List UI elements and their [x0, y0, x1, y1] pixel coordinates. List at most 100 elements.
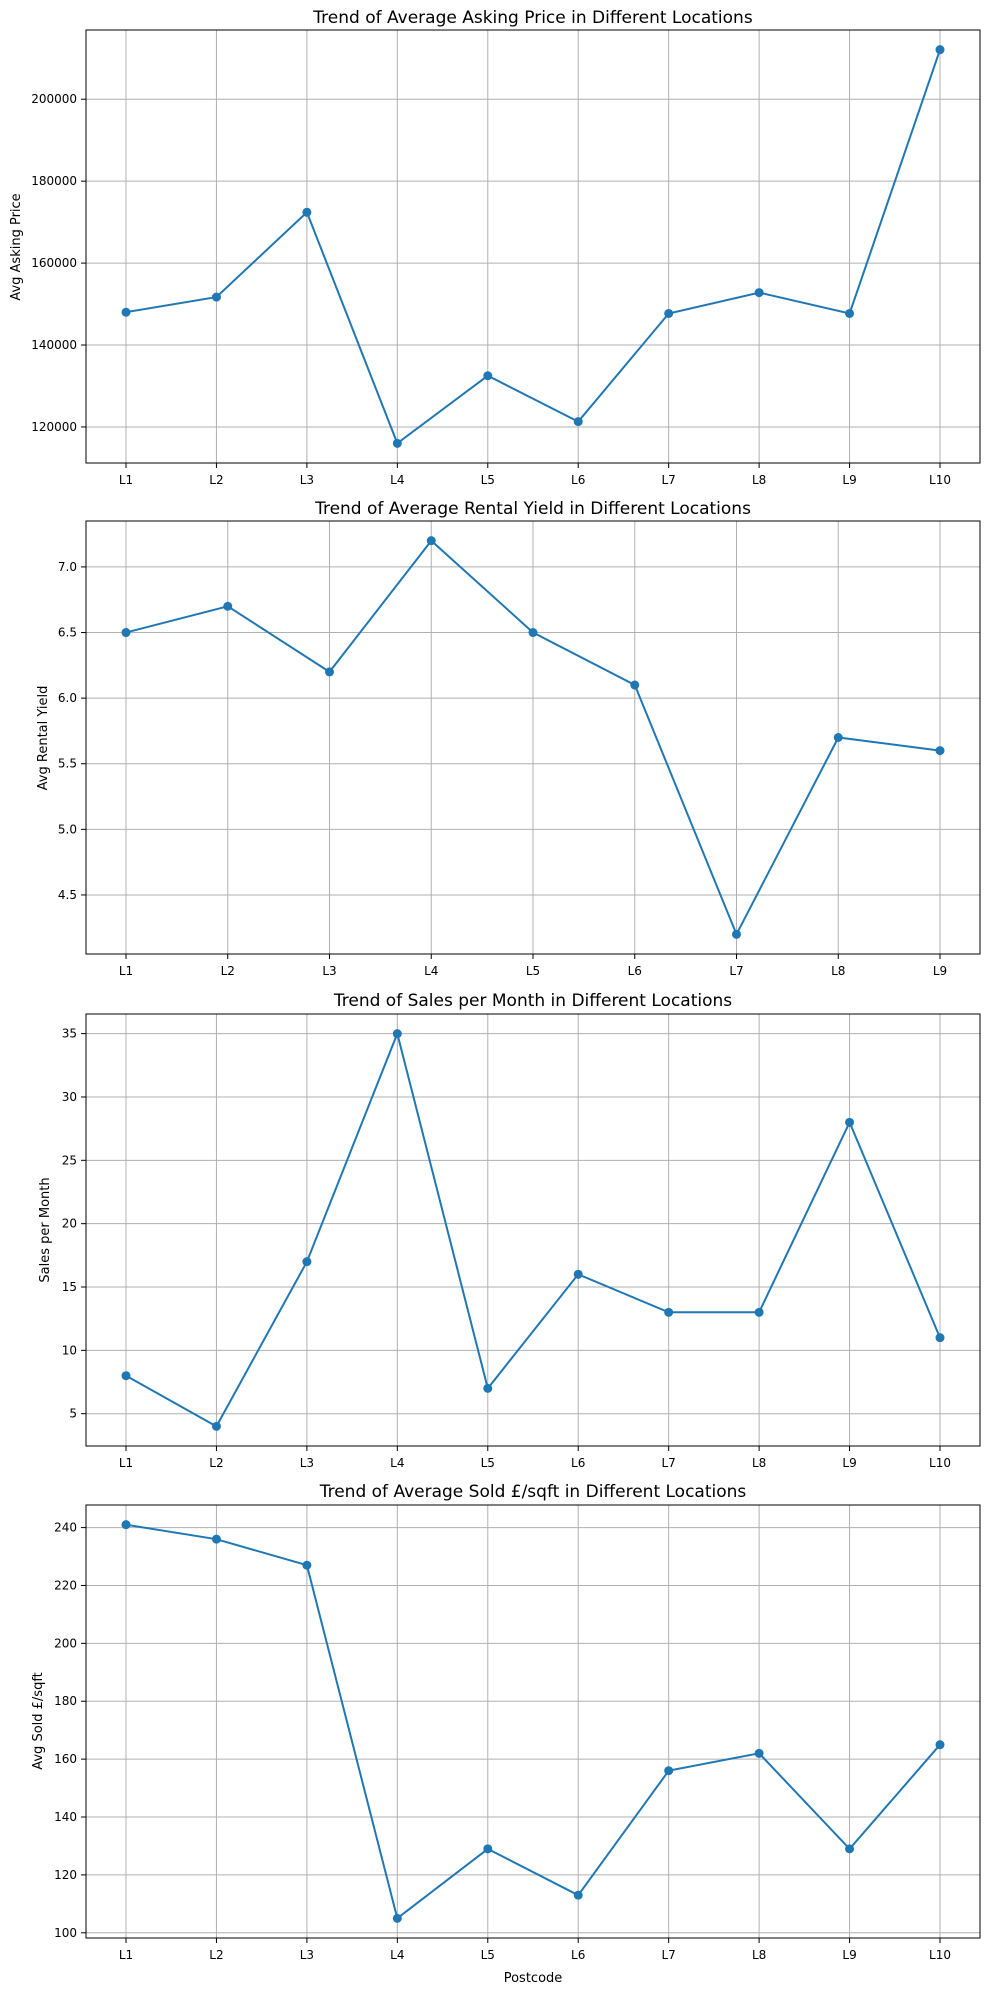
y-tick-label: 6.5: [58, 626, 77, 640]
x-tick-label: L2: [209, 1456, 223, 1470]
data-point: [392, 438, 402, 448]
x-tick-label: L3: [322, 964, 336, 978]
data-point: [325, 667, 334, 677]
x-tick-label: L9: [842, 1948, 856, 1962]
x-axis-label: Postcode: [504, 1971, 563, 1986]
x-tick-label: L5: [481, 1456, 495, 1470]
x-tick-label: L7: [729, 964, 743, 978]
x-tick-label: L4: [390, 1456, 404, 1470]
series-line: [125, 49, 941, 445]
y-tick-label: 4.5: [58, 888, 77, 902]
data-point: [845, 1117, 855, 1127]
x-tick-label: L5: [481, 1948, 495, 1962]
y-tick-label: 160: [54, 1752, 77, 1766]
data-point: [302, 1560, 312, 1570]
y-axis-label: Avg Asking Price: [9, 193, 24, 300]
x-tick-label: L2: [209, 1948, 223, 1962]
data-point: [483, 1844, 493, 1854]
data-point: [121, 628, 131, 638]
x-tick-label: L4: [390, 473, 404, 487]
y-tick-label: 25: [62, 1153, 77, 1167]
x-tick-label: L3: [300, 1456, 314, 1470]
series-line: [125, 1523, 941, 1921]
y-tick-label: 120: [54, 1868, 77, 1882]
grid: [86, 1505, 980, 1938]
data-point: [754, 288, 764, 298]
chart-sales-per-month: Trend of Sales per Month in Different Lo…: [38, 991, 981, 1470]
y-tick-label: 200: [54, 1636, 77, 1650]
x-tick-label: L2: [209, 473, 223, 487]
x-tick-label: L6: [628, 964, 642, 978]
x-tick-label: L6: [571, 1948, 585, 1962]
plot-frame: [85, 1013, 981, 1447]
data-point: [223, 601, 233, 611]
y-tick-label: 10: [62, 1343, 77, 1357]
y-tick-label: 180: [54, 1694, 77, 1708]
y-ticks: 100 120 140 160 180 200 220 240: [54, 1521, 86, 1940]
data-point: [426, 536, 436, 546]
data-point: [121, 1371, 131, 1381]
markers: [121, 45, 945, 448]
x-ticks: L1 L2 L3 L4 L5 L6 L7 L8 L9 L10: [119, 463, 951, 487]
y-tick-label: 15: [62, 1280, 77, 1294]
data-point: [121, 1520, 131, 1530]
data-point: [845, 1844, 855, 1854]
y-tick-label: 160000: [31, 256, 77, 270]
x-tick-label: L8: [752, 473, 766, 487]
data-point: [211, 1421, 221, 1431]
data-point: [935, 746, 945, 756]
x-tick-label: L1: [119, 964, 133, 978]
x-tick-label: L8: [752, 1948, 766, 1962]
y-axis-label: Avg Sold £/sqft: [31, 1672, 46, 1770]
y-ticks: 4.5 5.0 5.5 6.0 6.5 7.0: [58, 560, 86, 902]
data-point: [664, 1766, 674, 1776]
x-tick-label: L10: [929, 1948, 951, 1962]
y-tick-label: 220: [54, 1578, 77, 1592]
data-point: [392, 1913, 402, 1923]
y-tick-label: 20: [62, 1217, 77, 1231]
x-tick-label: L9: [933, 964, 947, 978]
y-tick-label: 240: [54, 1521, 77, 1535]
y-tick-label: 5.0: [58, 822, 77, 836]
data-point: [754, 1748, 764, 1758]
markers: [121, 1029, 945, 1431]
data-point: [935, 45, 945, 55]
y-ticks: 5 10 15 20 25 30 35: [62, 1027, 86, 1421]
grid: [86, 30, 980, 463]
x-tick-label: L3: [300, 473, 314, 487]
x-tick-label: L8: [752, 1456, 766, 1470]
plot-frame: [85, 520, 981, 955]
data-point: [211, 1534, 221, 1544]
grid: [86, 521, 980, 954]
data-point: [483, 371, 493, 381]
data-point: [732, 929, 741, 939]
plot-frame: [85, 1504, 981, 1939]
y-tick-label: 5.5: [58, 757, 77, 771]
y-tick-label: 180000: [31, 174, 77, 188]
chart-title: Trend of Average Rental Yield in Differe…: [314, 499, 751, 519]
x-tick-label: L7: [662, 1456, 676, 1470]
data-point: [664, 308, 674, 318]
y-tick-label: 200000: [31, 92, 77, 106]
y-axis-label: Avg Rental Yield: [36, 686, 51, 791]
x-tick-label: L6: [571, 1456, 585, 1470]
data-point: [211, 292, 221, 302]
data-point: [528, 628, 538, 638]
chart-asking-price: Trend of Average Asking Price in Differe…: [9, 8, 981, 487]
data-point: [935, 1333, 945, 1343]
data-point: [121, 307, 131, 317]
x-tick-label: L10: [929, 1456, 951, 1470]
data-point: [302, 1257, 312, 1267]
x-ticks: L1 L2 L3 L4 L5 L6 L7 L8 L9 L10: [119, 1446, 951, 1470]
y-tick-label: 140: [54, 1810, 77, 1824]
x-tick-label: L7: [662, 1948, 676, 1962]
data-point: [630, 680, 640, 690]
data-point: [483, 1383, 493, 1393]
series-line: [125, 1030, 941, 1428]
x-ticks: L1 L2 L3 L4 L5 L6 L7 L8 L9 L10: [119, 1938, 951, 1962]
data-point: [664, 1307, 674, 1317]
x-tick-label: L1: [119, 1948, 133, 1962]
x-tick-label: L5: [526, 964, 540, 978]
y-tick-label: 30: [62, 1090, 77, 1104]
